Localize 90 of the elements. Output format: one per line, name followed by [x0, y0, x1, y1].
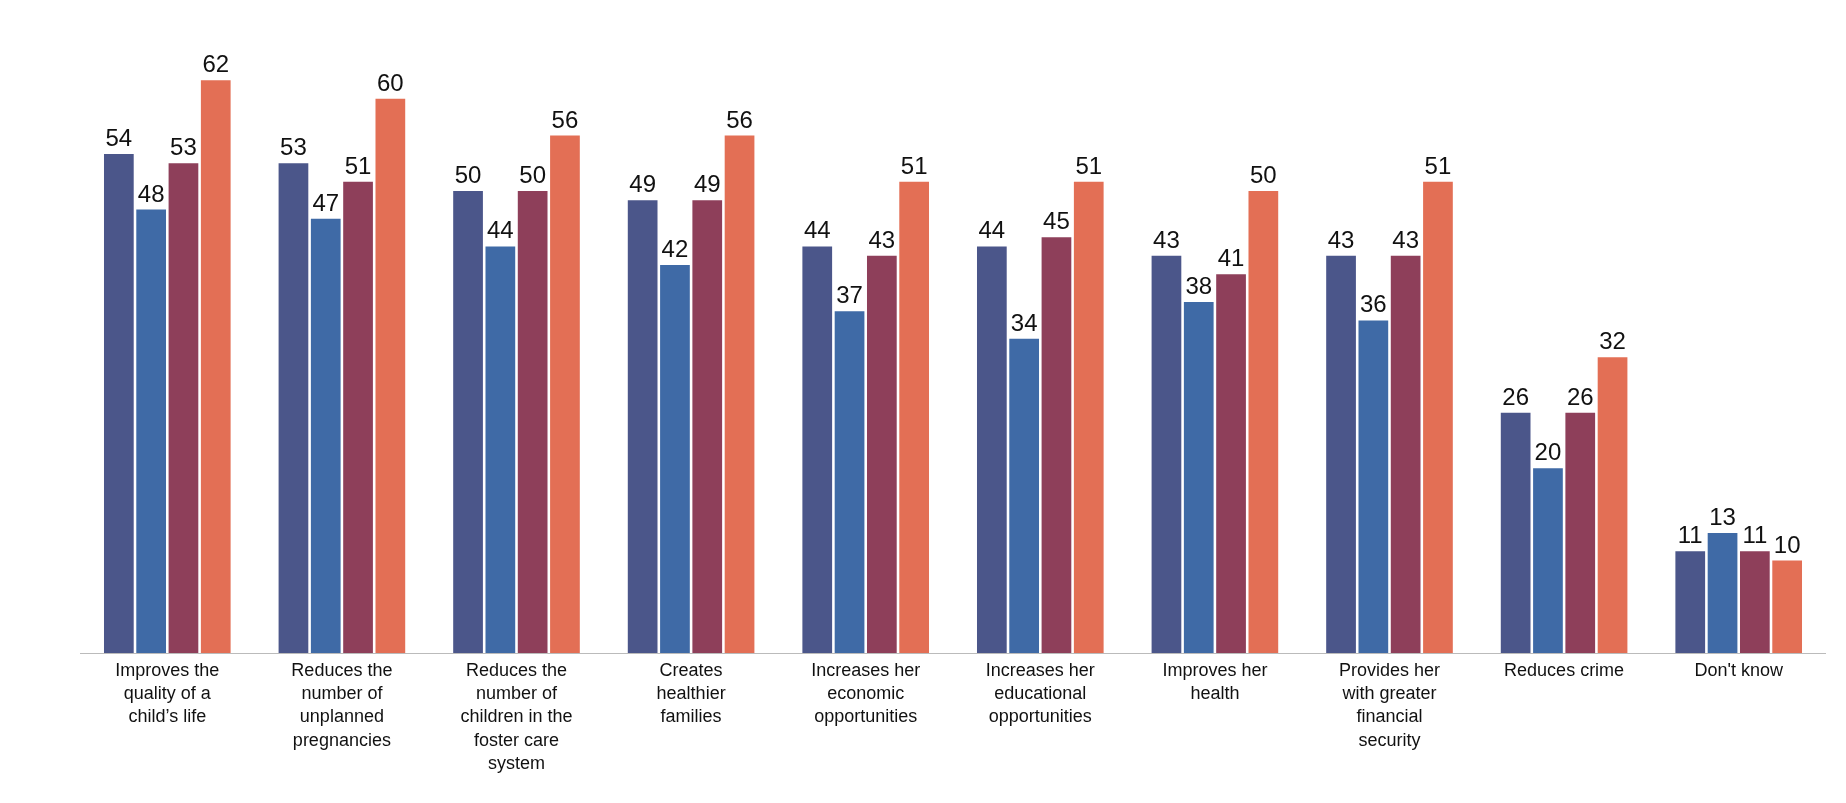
bar [550, 135, 580, 653]
data-label: 50 [454, 161, 482, 189]
data-label: 44 [978, 216, 1006, 244]
bar [1041, 237, 1072, 653]
bar [168, 163, 199, 653]
bar [1248, 191, 1279, 653]
data-label: 51 [900, 151, 928, 179]
data-label: 45 [1043, 207, 1070, 235]
bar [453, 191, 483, 653]
data-label: 34 [1010, 308, 1038, 336]
bar [375, 98, 406, 653]
data-label: 43 [1327, 225, 1355, 253]
data-label: 10 [1773, 530, 1801, 558]
data-label: 60 [377, 68, 404, 96]
bar [200, 80, 231, 653]
data-label: 32 [1599, 327, 1626, 355]
x-tick-label: Don't know [1694, 659, 1784, 680]
x-tick-label: Reduces the number of unplanned pregnancies [291, 659, 393, 750]
bar [1423, 181, 1453, 653]
data-label: 49 [693, 170, 721, 198]
bar [485, 246, 516, 653]
bar [627, 200, 658, 653]
bar [1739, 551, 1770, 653]
data-label: 11 [1742, 521, 1768, 549]
bar [724, 135, 755, 653]
bar [1326, 255, 1356, 653]
data-label: 56 [726, 105, 753, 133]
bar [660, 264, 690, 653]
bar [1073, 181, 1104, 653]
bar [517, 191, 548, 653]
data-label: 13 [1709, 502, 1736, 530]
data-label: 53 [170, 133, 197, 161]
data-label: 53 [280, 133, 307, 161]
bar [1009, 338, 1040, 653]
data-label: 26 [1502, 382, 1529, 410]
data-label: 20 [1534, 438, 1562, 466]
data-label: 41 [1217, 244, 1245, 272]
bar [1500, 412, 1531, 653]
bar [1565, 412, 1596, 653]
x-tick-label: Creates healthier families [656, 659, 726, 727]
data-label: 44 [803, 216, 831, 244]
bar [1151, 255, 1182, 653]
data-label: 44 [487, 216, 514, 244]
data-label: 47 [312, 188, 340, 216]
data-label: 62 [202, 50, 230, 78]
data-label: 50 [519, 161, 546, 189]
data-label: 56 [551, 105, 579, 133]
bar [692, 200, 723, 653]
x-tick-label: Provides her with greater financial security [1338, 659, 1441, 750]
bar [866, 255, 897, 653]
data-label: 37 [836, 281, 863, 309]
x-tick-label: Increases her economic opportunities [811, 659, 921, 727]
bar [310, 218, 341, 653]
data-label: 38 [1185, 271, 1213, 299]
bar [1597, 357, 1628, 653]
bar [802, 246, 833, 653]
x-tick-label: Reduces the number of children in the foster care system [460, 659, 573, 774]
bar [343, 181, 373, 653]
bar [1390, 255, 1421, 653]
bar [1707, 532, 1738, 653]
data-label: 43 [1392, 225, 1419, 253]
x-tick-label: Reduces crime [1504, 659, 1625, 680]
data-label: 26 [1566, 382, 1594, 410]
data-label: 11 [1677, 521, 1703, 549]
bar [278, 163, 309, 653]
bar [1533, 468, 1563, 653]
data-label: 50 [1250, 161, 1277, 189]
bar [103, 154, 134, 653]
data-label: 43 [1153, 225, 1180, 253]
bar [834, 311, 865, 653]
x-tick-label: Increases her educational opportunities [985, 659, 1095, 727]
x-tick-label: Improves her health [1162, 659, 1268, 703]
bar [1675, 551, 1706, 653]
data-label: 42 [661, 234, 689, 262]
bar [899, 181, 930, 653]
bar [136, 209, 167, 653]
x-tick-label: Improves the quality of a child’s life [115, 659, 220, 727]
data-label: 36 [1360, 290, 1387, 318]
bar [1216, 274, 1246, 653]
data-label: 51 [344, 151, 372, 179]
bar [1358, 320, 1389, 653]
data-label: 54 [105, 124, 133, 152]
data-label: 49 [629, 170, 656, 198]
data-label: 51 [1075, 151, 1103, 179]
data-label: 48 [137, 179, 165, 207]
bar [1772, 560, 1803, 653]
bar [1183, 301, 1214, 653]
data-label: 51 [1424, 151, 1452, 179]
data-label: 43 [868, 225, 896, 253]
bar [976, 246, 1007, 653]
